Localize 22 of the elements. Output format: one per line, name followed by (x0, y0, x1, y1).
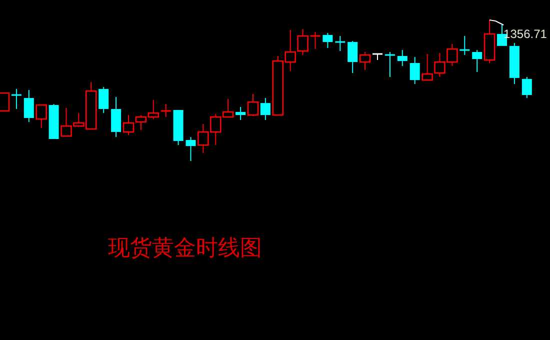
candlestick (509, 42, 520, 85)
candlestick (348, 40, 358, 74)
candlestick (260, 97, 270, 120)
candlestick (322, 32, 333, 49)
candlestick (98, 86, 109, 114)
candlestick (522, 76, 532, 98)
candlestick (372, 53, 384, 61)
candlestick (36, 104, 47, 129)
candlestick (236, 106, 246, 120)
candlestick (111, 96, 122, 138)
candlestick (472, 50, 482, 73)
annotation: 1356.71 (504, 27, 548, 41)
candlestick (397, 50, 408, 66)
candlestick (24, 89, 34, 122)
candlestick (422, 53, 433, 81)
candlestick (10, 88, 22, 110)
text: 现货黄金时线图 (108, 236, 262, 261)
candlestick (410, 56, 420, 85)
candlestick (186, 136, 196, 162)
candlestick (173, 110, 184, 146)
candlestick (48, 104, 59, 140)
candlestick (0, 92, 10, 112)
